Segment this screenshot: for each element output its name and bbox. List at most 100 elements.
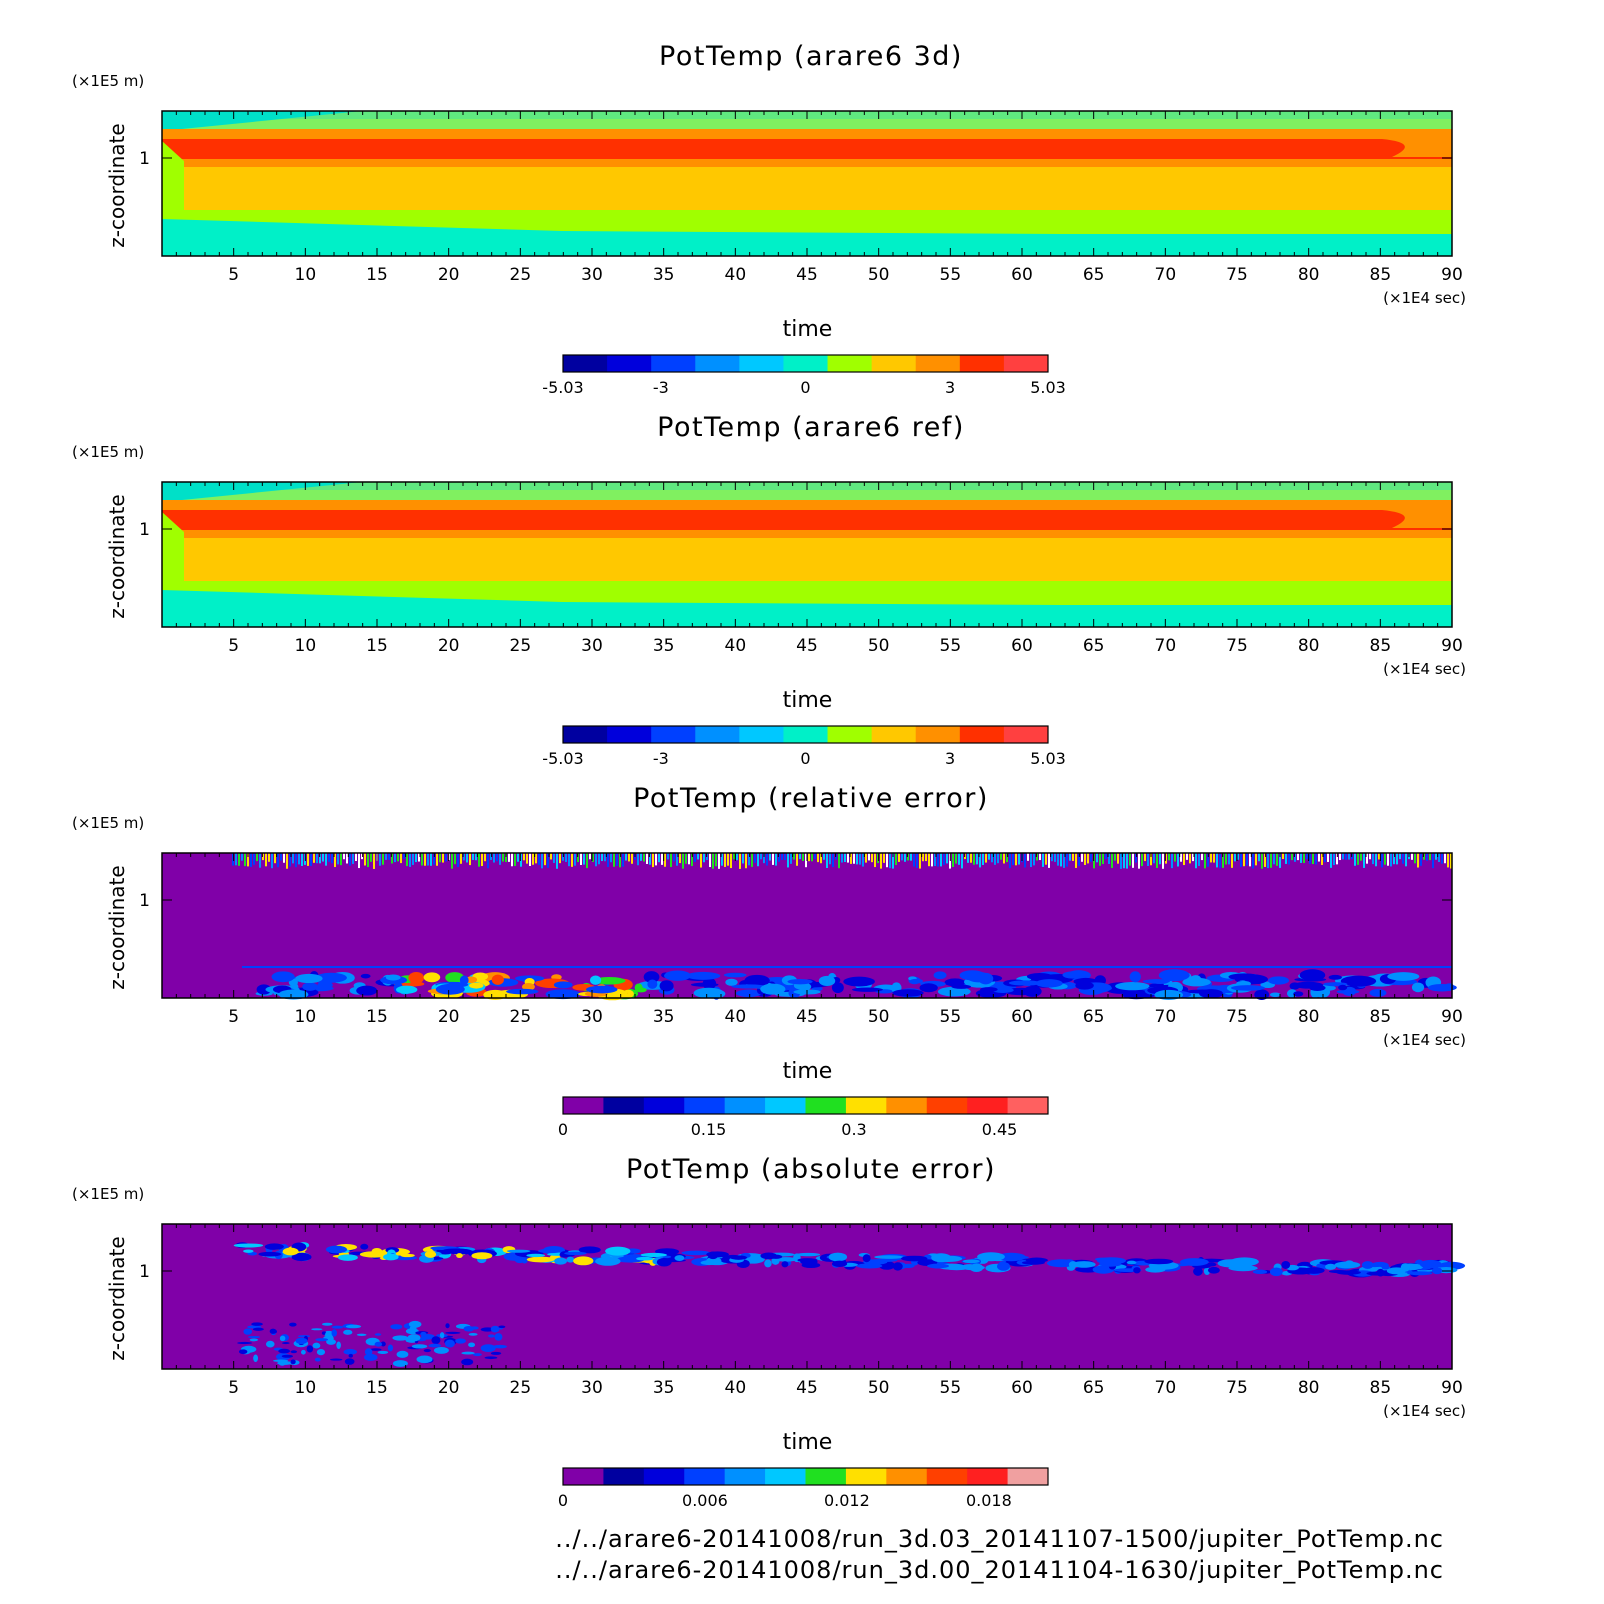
field-blob: [484, 1356, 498, 1360]
noise-mark: [1198, 853, 1200, 866]
field-band: [162, 530, 1452, 538]
noise-mark: [1330, 853, 1332, 868]
x-tick-label: 45: [796, 265, 818, 285]
field-blob: [290, 1350, 298, 1354]
field-blob: [1179, 1258, 1209, 1266]
field-blob: [314, 1357, 321, 1362]
noise-mark: [466, 853, 468, 863]
noise-mark: [1180, 853, 1182, 862]
noise-mark: [1072, 853, 1074, 861]
field-blob: [278, 989, 309, 1000]
noise-mark: [568, 853, 570, 867]
noise-mark: [394, 853, 396, 863]
field-blob: [962, 1259, 980, 1264]
field-blob: [491, 974, 504, 985]
noise-mark: [1087, 853, 1089, 864]
field-blob: [325, 1245, 348, 1254]
field-blob: [725, 978, 738, 986]
x-tick-label: 35: [653, 636, 675, 656]
noise-mark: [1381, 853, 1383, 868]
field-blob: [1062, 971, 1084, 979]
noise-mark: [1264, 853, 1266, 867]
x-unit-label: (×1E4 sec): [1383, 1031, 1466, 1049]
field-blob: [281, 1342, 290, 1345]
noise-mark: [1009, 853, 1011, 869]
field-blob: [1023, 985, 1042, 997]
field-blob: [1328, 1269, 1349, 1274]
x-tick-label: 70: [1155, 636, 1177, 656]
field-blob: [343, 1349, 357, 1355]
field-blob: [408, 1320, 422, 1328]
noise-mark: [1240, 853, 1242, 867]
x-tick-label: 75: [1226, 1378, 1248, 1398]
chart-title: PotTemp (arare6 ref): [657, 412, 965, 443]
noise-mark: [1297, 853, 1299, 861]
noise-mark: [514, 853, 516, 866]
noise-mark: [1336, 853, 1338, 865]
field-blob: [1228, 973, 1261, 981]
noise-mark: [1069, 853, 1071, 861]
colorbar-swatch: [563, 726, 608, 743]
x-tick-label: 35: [653, 265, 675, 285]
field-blob: [554, 1257, 567, 1265]
noise-mark: [1303, 853, 1305, 863]
field-blob: [590, 975, 602, 985]
noise-mark: [1045, 853, 1047, 865]
noise-mark: [850, 853, 852, 864]
x-tick-label: 35: [653, 1378, 675, 1398]
field-blob: [371, 1247, 383, 1256]
field-blob: [1267, 976, 1290, 985]
colorbar-frame: [562, 725, 1049, 744]
x-tick-label: 55: [940, 636, 962, 656]
noise-mark: [724, 853, 726, 867]
y-axis-label: z-coordinate: [105, 865, 129, 989]
noise-mark: [502, 853, 504, 862]
noise-mark: [397, 853, 399, 862]
field-blob: [931, 1256, 960, 1261]
colorbar-tick-label: 0.018: [966, 1491, 1012, 1510]
noise-mark: [235, 853, 237, 866]
field-blob: [1386, 1267, 1406, 1275]
noise-mark: [580, 853, 582, 865]
x-tick-label: 70: [1155, 265, 1177, 285]
noise-mark: [352, 853, 354, 864]
y-tick-label: 1: [139, 891, 150, 911]
noise-mark: [1099, 853, 1101, 866]
field-blob: [573, 1256, 594, 1266]
noise-mark: [982, 853, 984, 865]
field-blob: [595, 1256, 621, 1266]
x-tick-label: 60: [1011, 1378, 1033, 1398]
noise-mark: [817, 853, 819, 863]
x-tick-label: 80: [1298, 265, 1320, 285]
noise-mark: [1171, 853, 1173, 869]
colorbar-swatch: [651, 355, 696, 372]
field-band: [162, 167, 1452, 210]
colorbar-swatch: [926, 1468, 968, 1485]
noise-mark: [1432, 853, 1434, 869]
noise-mark: [1012, 853, 1014, 866]
noise-mark: [1375, 853, 1377, 867]
field-blob: [435, 983, 465, 995]
x-tick-label: 85: [1370, 636, 1392, 656]
colorbar-swatch: [607, 355, 652, 372]
noise-mark: [385, 853, 387, 860]
field-blob: [1361, 1261, 1374, 1269]
noise-mark: [1054, 853, 1056, 862]
noise-mark: [1174, 853, 1176, 862]
noise-mark: [889, 853, 891, 869]
noise-mark: [775, 853, 777, 866]
noise-mark: [256, 853, 258, 862]
noise-mark: [637, 853, 639, 866]
noise-mark: [592, 853, 594, 862]
x-tick-label: 55: [940, 265, 962, 285]
noise-mark: [1141, 853, 1143, 867]
field-blob: [723, 972, 747, 978]
field-blob: [356, 985, 378, 996]
noise-mark: [382, 853, 384, 865]
field-blob: [1158, 969, 1190, 982]
noise-mark: [523, 853, 525, 861]
noise-mark: [730, 853, 732, 869]
x-axis-label: time: [783, 1059, 833, 1084]
x-axis-label: time: [783, 1430, 833, 1455]
field-blob: [326, 1338, 337, 1345]
